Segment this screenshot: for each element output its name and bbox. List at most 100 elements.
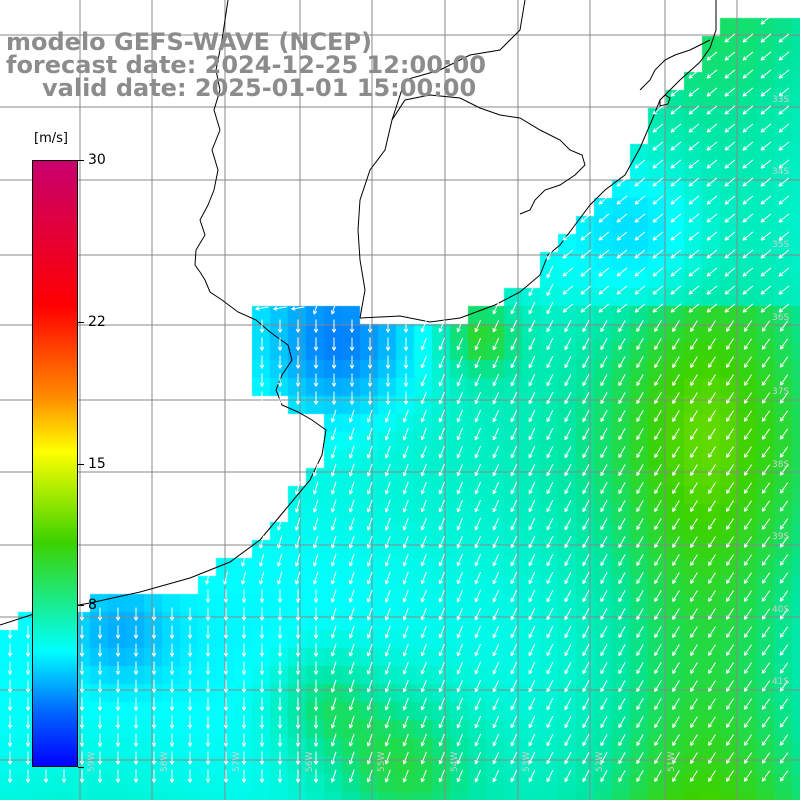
wind-arrow: [725, 518, 734, 530]
wind-arrow: [707, 338, 716, 350]
wind-arrow: [654, 356, 662, 369]
wind-arrow: [456, 319, 463, 333]
wind-arrow: [348, 499, 355, 513]
wind-arrow: [438, 373, 445, 387]
wind-arrow: [528, 301, 536, 315]
wind-arrow: [97, 643, 103, 657]
wind-arrow: [598, 285, 610, 295]
wind-arrow: [312, 517, 319, 531]
wind-arrow: [277, 751, 283, 765]
wind-arrow: [707, 608, 716, 620]
wind-arrow: [259, 715, 265, 729]
wind-arrow: [420, 679, 427, 693]
wind-arrow: [760, 159, 772, 169]
wind-arrow: [725, 680, 734, 692]
wind-arrow: [672, 734, 680, 746]
wind-arrow: [223, 643, 229, 657]
wind-arrow: [348, 553, 355, 567]
wind-arrow: [312, 535, 319, 549]
wind-arrow: [600, 464, 608, 477]
wind-arrow: [402, 679, 409, 693]
wind-arrow: [742, 267, 754, 277]
wind-arrow: [133, 769, 139, 783]
wind-arrow: [546, 445, 554, 459]
wind-arrow: [313, 643, 319, 657]
wind-arrow: [295, 769, 301, 783]
wind-arrow: [562, 249, 574, 259]
wind-arrow: [385, 355, 391, 369]
wind-arrow: [779, 482, 789, 494]
longitude-label: 54W: [450, 751, 460, 772]
wind-arrow: [367, 319, 373, 333]
wind-arrow: [598, 303, 610, 313]
wind-arrow: [724, 69, 736, 79]
wind-arrow: [528, 517, 536, 531]
wind-arrow: [384, 661, 391, 675]
wind-arrow: [600, 680, 608, 693]
wind-arrow: [456, 679, 463, 693]
wind-arrow: [295, 319, 301, 333]
wind-arrow: [688, 69, 700, 79]
wind-arrow: [43, 769, 49, 783]
wind-arrow: [474, 589, 482, 603]
wind-arrow: [725, 356, 734, 368]
wind-arrow: [761, 518, 771, 530]
wind-arrow: [492, 463, 500, 477]
wind-arrow: [420, 391, 427, 405]
wind-arrow: [313, 661, 319, 675]
wind-arrow: [402, 481, 409, 495]
wind-arrow: [259, 769, 265, 783]
wind-arrow: [25, 751, 31, 765]
wind-arrow: [582, 410, 590, 423]
wind-arrow: [743, 644, 753, 656]
wind-arrow: [618, 464, 626, 477]
wind-arrow: [438, 391, 445, 405]
wind-arrow: [636, 482, 644, 495]
wind-arrow: [205, 679, 211, 693]
wind-arrow: [259, 589, 265, 603]
wind-arrow: [600, 716, 608, 729]
wind-arrow: [582, 752, 590, 765]
wind-arrow: [725, 374, 734, 386]
wind-arrow: [636, 680, 644, 693]
wind-arrow: [492, 607, 500, 621]
wind-arrow: [690, 716, 698, 728]
wind-arrow: [277, 697, 283, 711]
wind-arrow: [724, 213, 736, 223]
wind-arrow: [255, 306, 269, 311]
latitude-label: 34S: [772, 167, 790, 177]
wind-arrow: [761, 626, 771, 638]
wind-arrow: [438, 661, 445, 675]
wind-arrow: [474, 319, 482, 333]
wind-arrow: [366, 571, 373, 585]
wind-arrow: [313, 679, 319, 693]
wind-arrow: [690, 536, 698, 548]
wind-arrow: [618, 428, 626, 441]
wind-arrow: [79, 661, 85, 675]
wind-arrow: [133, 679, 139, 693]
wind-arrow: [779, 338, 789, 350]
wind-arrow: [438, 715, 445, 729]
wind-arrow: [492, 751, 500, 765]
wind-arrow: [313, 391, 319, 405]
wind-arrow: [277, 319, 283, 333]
colorbar-tick-label: 8: [88, 597, 97, 614]
wind-arrow: [564, 571, 572, 585]
wind-arrow: [546, 319, 554, 333]
wind-arrow: [761, 662, 771, 674]
wind-arrow: [510, 337, 518, 351]
wind-arrow: [402, 697, 409, 711]
wind-arrow: [564, 733, 572, 747]
wind-arrow: [384, 769, 391, 783]
wind-arrow: [652, 267, 664, 277]
wind-arrow: [564, 499, 572, 513]
wind-arrow: [438, 733, 445, 747]
wind-arrow: [690, 374, 698, 386]
wind-arrow: [652, 231, 664, 241]
wind-arrow: [760, 231, 772, 241]
wind-arrow: [492, 319, 500, 333]
wind-arrow: [546, 337, 554, 351]
wind-arrow: [616, 285, 628, 295]
wind-arrow: [294, 499, 301, 513]
wind-arrow: [205, 661, 211, 675]
